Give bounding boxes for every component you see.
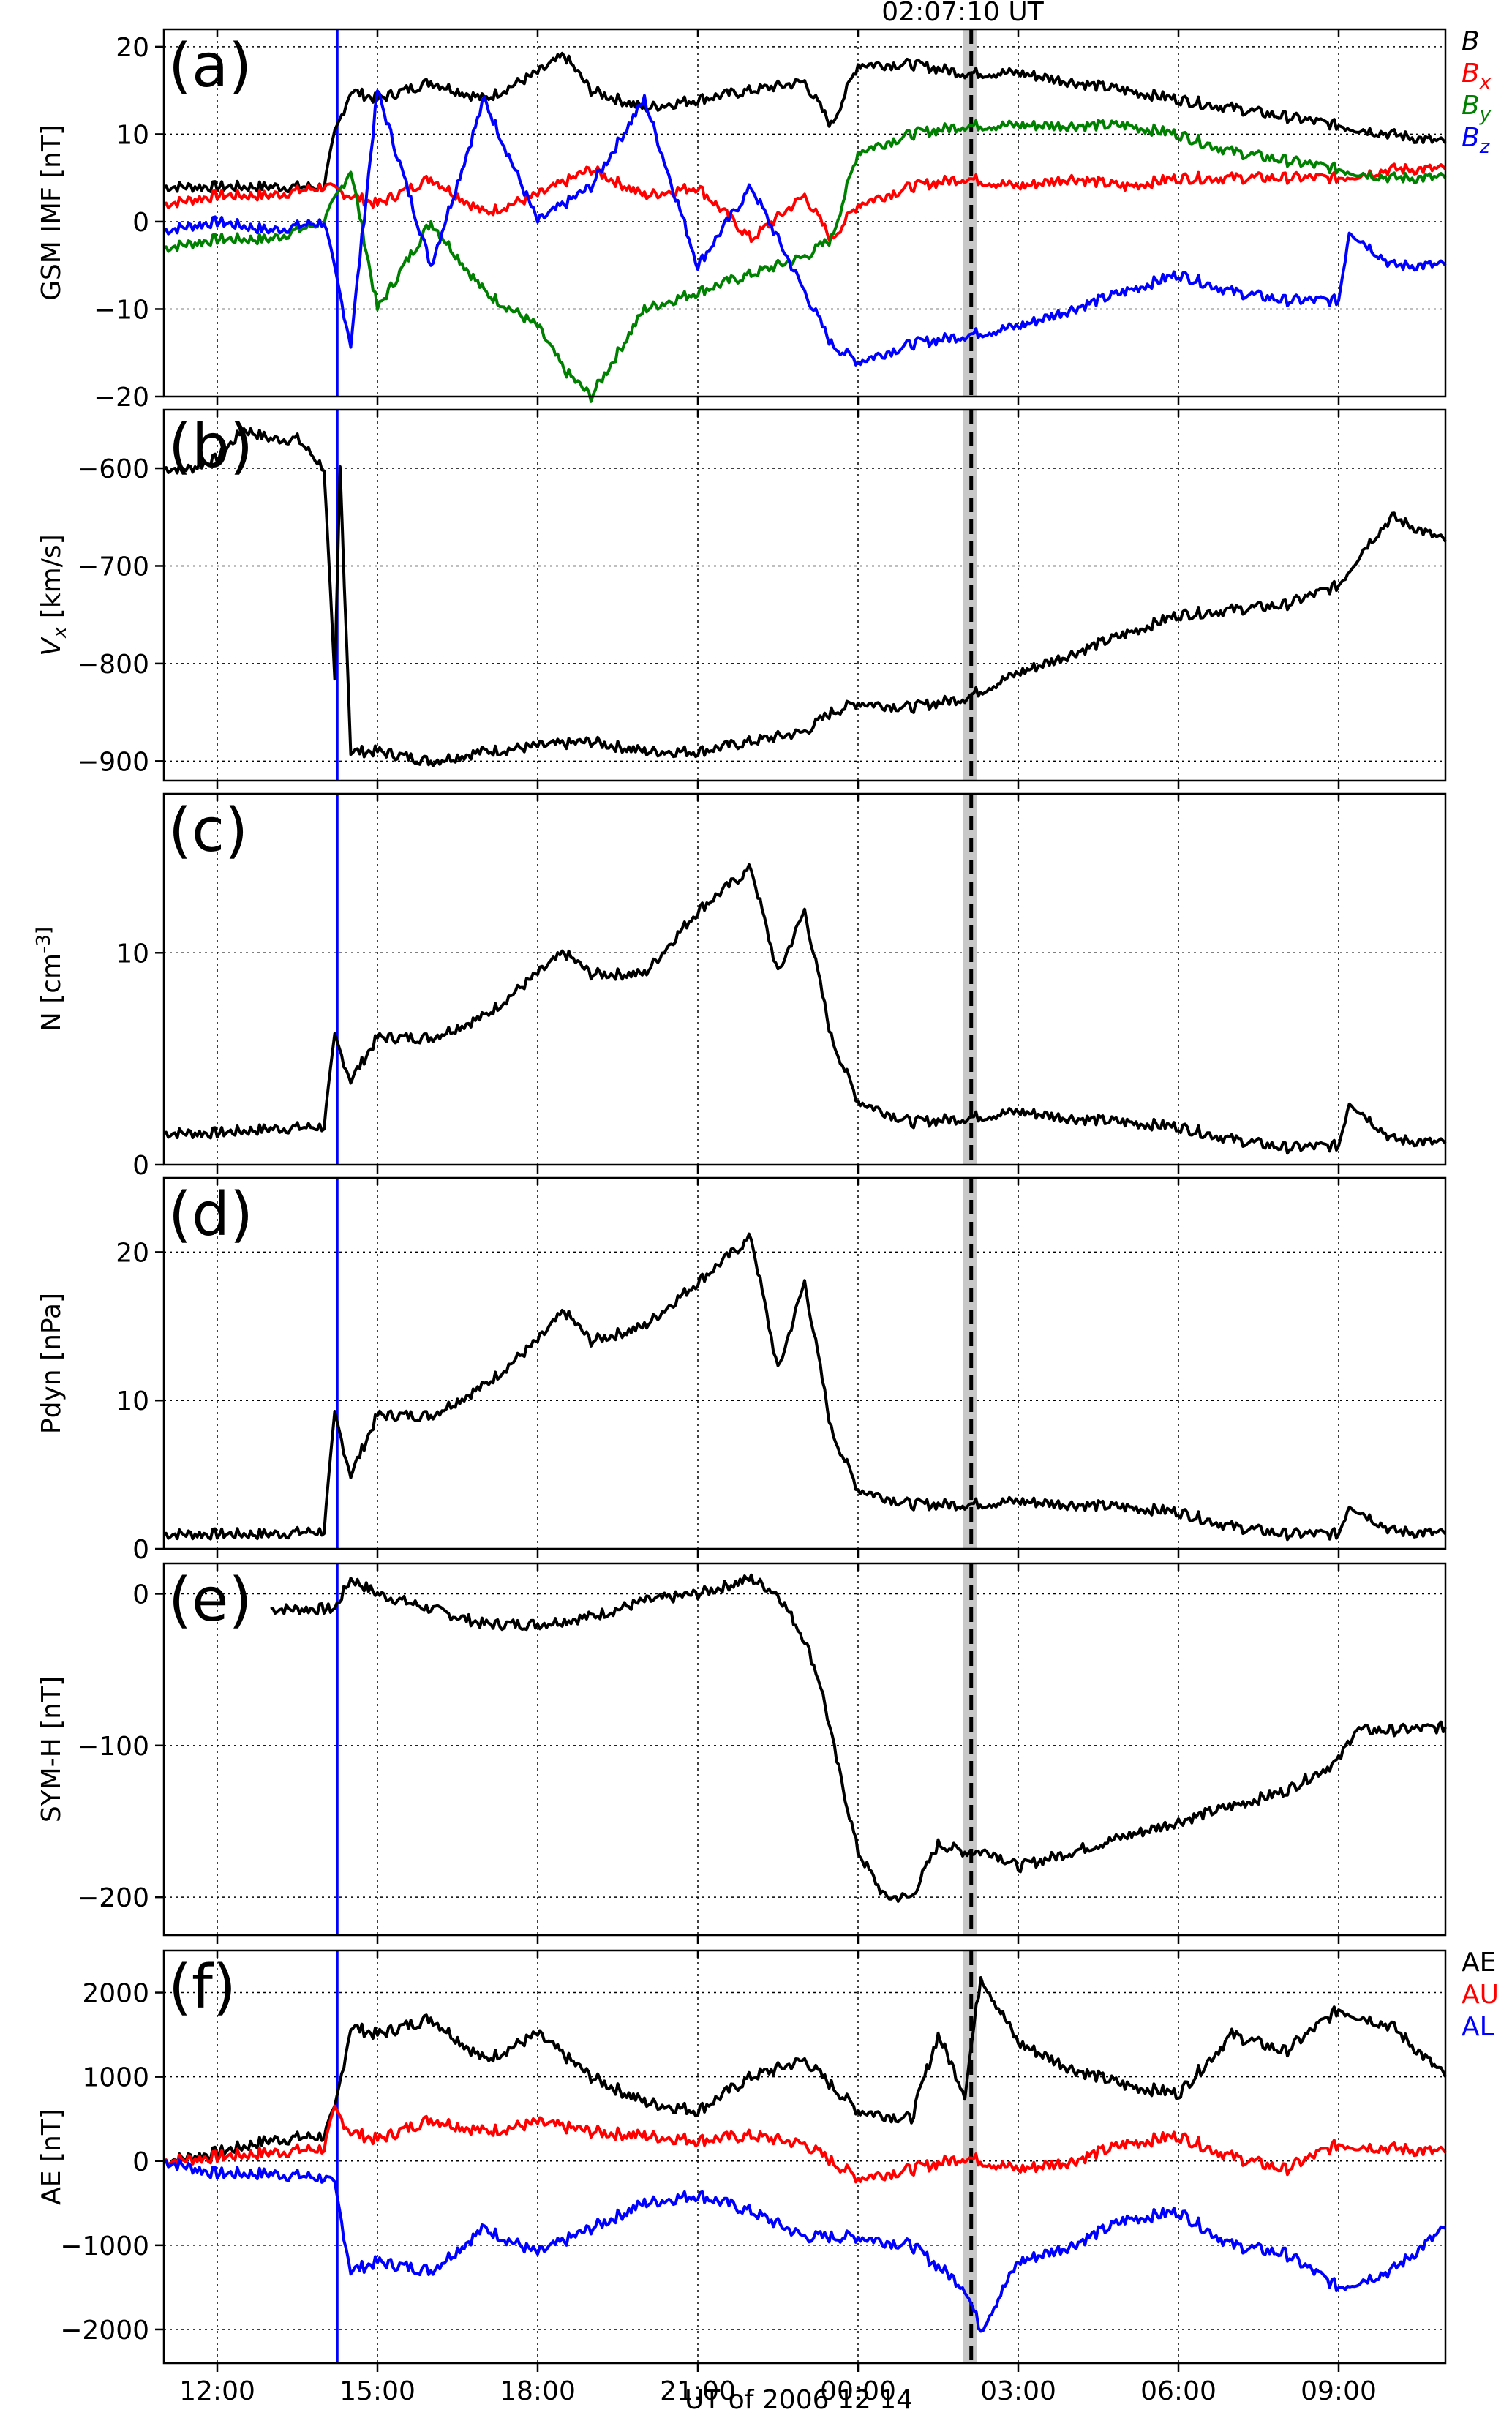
y-axis-label: AE [nT]	[37, 2109, 67, 2205]
y-tick-label: 0	[132, 1151, 149, 1181]
panel-b: −600 −700 −800 −900 (b) Vx [km/s]	[37, 408, 1447, 789]
x-tick-label: 03:00	[980, 2376, 1056, 2406]
y-axis-label: GSM IMF [nT]	[37, 125, 67, 301]
panel-label: (f)	[168, 1953, 236, 2022]
panel-label: (e)	[168, 1566, 252, 1635]
series-line-vx	[163, 427, 1447, 767]
y-tick-label: 10	[116, 939, 149, 969]
y-tick-label: 10	[116, 1386, 149, 1416]
panel-c: 0 10 (c) N [cm-3]	[33, 792, 1447, 1181]
legend-entry: Bz	[1462, 123, 1491, 158]
series-line-b	[163, 51, 1447, 193]
y-tick-label: −900	[77, 747, 149, 777]
y-axis-label: N [cm-3]	[33, 927, 67, 1032]
y-tick-label: −200	[77, 1883, 149, 1913]
y-tick-label: −20	[94, 383, 149, 413]
y-tick-label: 2000	[82, 1979, 149, 2009]
x-tick-label: 09:00	[1301, 2376, 1377, 2406]
y-tick-label: 0	[132, 2147, 149, 2177]
y-tick-label: −2000	[60, 2316, 149, 2346]
x-tick-label: 00:00	[820, 2376, 896, 2406]
series-line-bz	[163, 89, 1447, 367]
x-tick-label: 12:00	[179, 2376, 255, 2406]
plot-frame	[162, 792, 1447, 1166]
series-line-al	[163, 2158, 1446, 2333]
legend-entry: AU	[1462, 1980, 1499, 2010]
y-tick-label: −1000	[60, 2231, 149, 2261]
y-tick-label: 0	[132, 208, 149, 238]
y-tick-label: 0	[132, 1580, 149, 1610]
series-line-sym-h	[270, 1573, 1447, 1903]
y-tick-label: 1000	[82, 2063, 149, 2093]
x-tick-label: 06:00	[1140, 2376, 1216, 2406]
panel-label: (d)	[168, 1180, 253, 1250]
event-time-label: 02:07:10 UT	[881, 0, 1044, 27]
x-tick-label: 18:00	[500, 2376, 576, 2406]
plot-frame	[162, 28, 1447, 398]
series-line-bx	[163, 162, 1447, 244]
plot-frame	[162, 408, 1447, 782]
y-tick-label: −100	[77, 1732, 149, 1762]
panel-e: 0 −100 −200 (e) SYM-H [nT]	[37, 1562, 1447, 1944]
legend-entry: AE	[1462, 1948, 1496, 1978]
plot-frame	[162, 1562, 1447, 1937]
y-axis-label: Vx [km/s]	[37, 534, 71, 656]
legend-entry: B	[1462, 26, 1480, 56]
y-tick-label: 10	[116, 120, 149, 150]
plot-frame	[162, 1949, 1447, 2365]
series-line-pdyn	[163, 1232, 1447, 1542]
panel-label: (b)	[168, 412, 253, 481]
panel-d: 0 10 20 (d) Pdyn [nPa]	[37, 1176, 1447, 1565]
y-tick-label: −700	[77, 552, 149, 582]
series-line-au	[163, 2104, 1447, 2184]
y-tick-label: −10	[94, 295, 149, 325]
x-tick-label: 21:00	[660, 2376, 736, 2406]
y-tick-label: −800	[77, 650, 149, 680]
series-line-n	[163, 863, 1447, 1155]
x-axis-label: UT of 2006 12 14	[685, 2385, 913, 2415]
legend-entry: By	[1462, 91, 1492, 126]
y-tick-label: 20	[116, 1238, 149, 1268]
y-axis-label: Pdyn [nPa]	[37, 1293, 67, 1434]
x-tick-label: 15:00	[339, 2376, 415, 2406]
y-tick-label: 20	[116, 33, 149, 63]
series-line-by	[163, 119, 1447, 403]
panel-label: (a)	[168, 31, 252, 101]
y-axis-label: SYM-H [nT]	[37, 1676, 67, 1822]
y-tick-label: 0	[132, 1535, 149, 1565]
series-line-ae	[163, 1976, 1447, 2167]
plot-frame	[162, 1176, 1447, 1550]
panel-label: (c)	[168, 796, 248, 866]
legend-entry: Bx	[1462, 59, 1492, 94]
y-tick-label: −600	[77, 454, 149, 484]
legend-entry: AL	[1462, 2012, 1494, 2042]
